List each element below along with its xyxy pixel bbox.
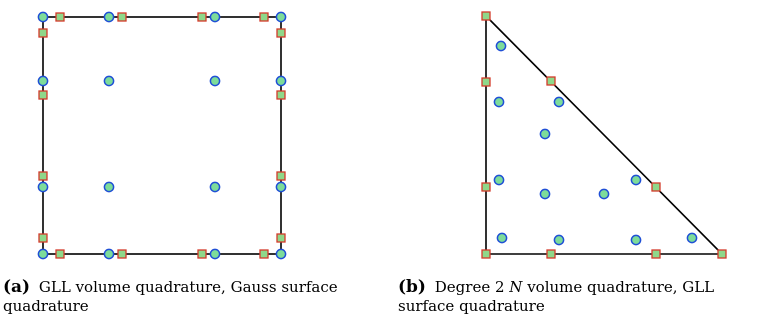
surface-node [55,12,65,22]
surface-node [651,182,661,192]
volume-node [553,234,565,246]
volume-node [493,174,505,186]
surface-node [481,182,491,192]
volume-node [275,75,287,87]
volume-node [37,248,49,260]
caption-a-text: GLL volume quadrature, Gauss surface qua… [3,278,338,315]
volume-node [630,174,642,186]
surface-node [38,28,48,38]
volume-node [37,181,49,193]
volume-node [209,181,221,193]
surface-node [481,77,491,87]
surface-node [197,249,207,259]
surface-node [276,28,286,38]
volume-node [37,11,49,23]
volume-node [539,188,551,200]
volume-node [103,248,115,260]
volume-node [209,11,221,23]
surface-node [55,249,65,259]
volume-node [209,75,221,87]
volume-nodes-b [493,40,698,246]
volume-node [495,40,507,52]
volume-node [103,75,115,87]
volume-node [539,128,551,140]
caption-b-variable: N [509,278,523,296]
surface-node [259,249,269,259]
volume-node [598,188,610,200]
caption-b-pre: Degree 2 [434,278,505,296]
volume-node [630,234,642,246]
caption-b: (b) Degree 2 N volume quadrature, GLL su… [398,278,758,316]
surface-node [481,249,491,259]
surface-node [38,90,48,100]
surface-node [651,249,661,259]
volume-node [496,232,508,244]
surface-node [197,12,207,22]
surface-nodes-b [481,11,727,259]
surface-node [276,90,286,100]
square-boundary [42,16,282,255]
volume-nodes-a [37,11,287,260]
volume-node [37,75,49,87]
surface-node [276,233,286,243]
surface-node [546,76,556,86]
surface-node [546,249,556,259]
caption-b-post: volume quadrature, GLL surface quadratur… [398,278,715,315]
surface-node [38,171,48,181]
surface-node [117,249,127,259]
surface-node [717,249,727,259]
volume-node [275,11,287,23]
panel-b-triangle-element [481,11,727,259]
surface-node [38,233,48,243]
volume-node [103,11,115,23]
surface-node [481,11,491,21]
caption-a: (a) GLL volume quadrature, Gauss surface… [3,278,368,316]
volume-node [103,181,115,193]
volume-node [209,248,221,260]
surface-nodes-a [38,12,286,259]
quadrature-figure [37,11,727,260]
volume-node [275,248,287,260]
volume-node [553,96,565,108]
caption-a-tag: (a) [3,277,31,297]
surface-node [276,171,286,181]
volume-node [275,181,287,193]
caption-b-tag: (b) [398,277,426,297]
surface-node [117,12,127,22]
surface-node [259,12,269,22]
panel-a-square-element [37,11,287,260]
triangle-boundary [485,14,724,255]
volume-node [493,96,505,108]
volume-node [686,232,698,244]
